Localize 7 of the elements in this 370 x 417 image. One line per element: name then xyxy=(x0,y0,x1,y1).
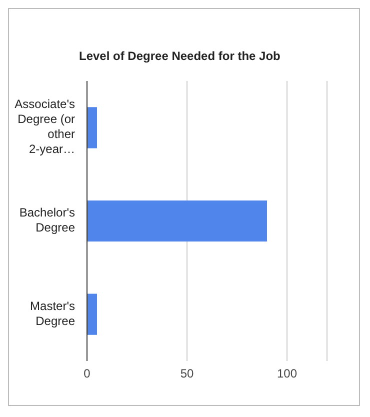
x-tick-label: 50 xyxy=(180,366,194,381)
y-tick-label: Bachelor's Degree xyxy=(19,206,76,235)
y-tick-label: Associate's Degree (or other 2-year… xyxy=(14,97,75,156)
x-tick-label: 0 xyxy=(84,366,91,381)
chart-title: Level of Degree Needed for the Job xyxy=(79,49,282,63)
y-tick-label: Master's Degree xyxy=(30,299,76,328)
x-tick-label: 100 xyxy=(276,366,298,381)
